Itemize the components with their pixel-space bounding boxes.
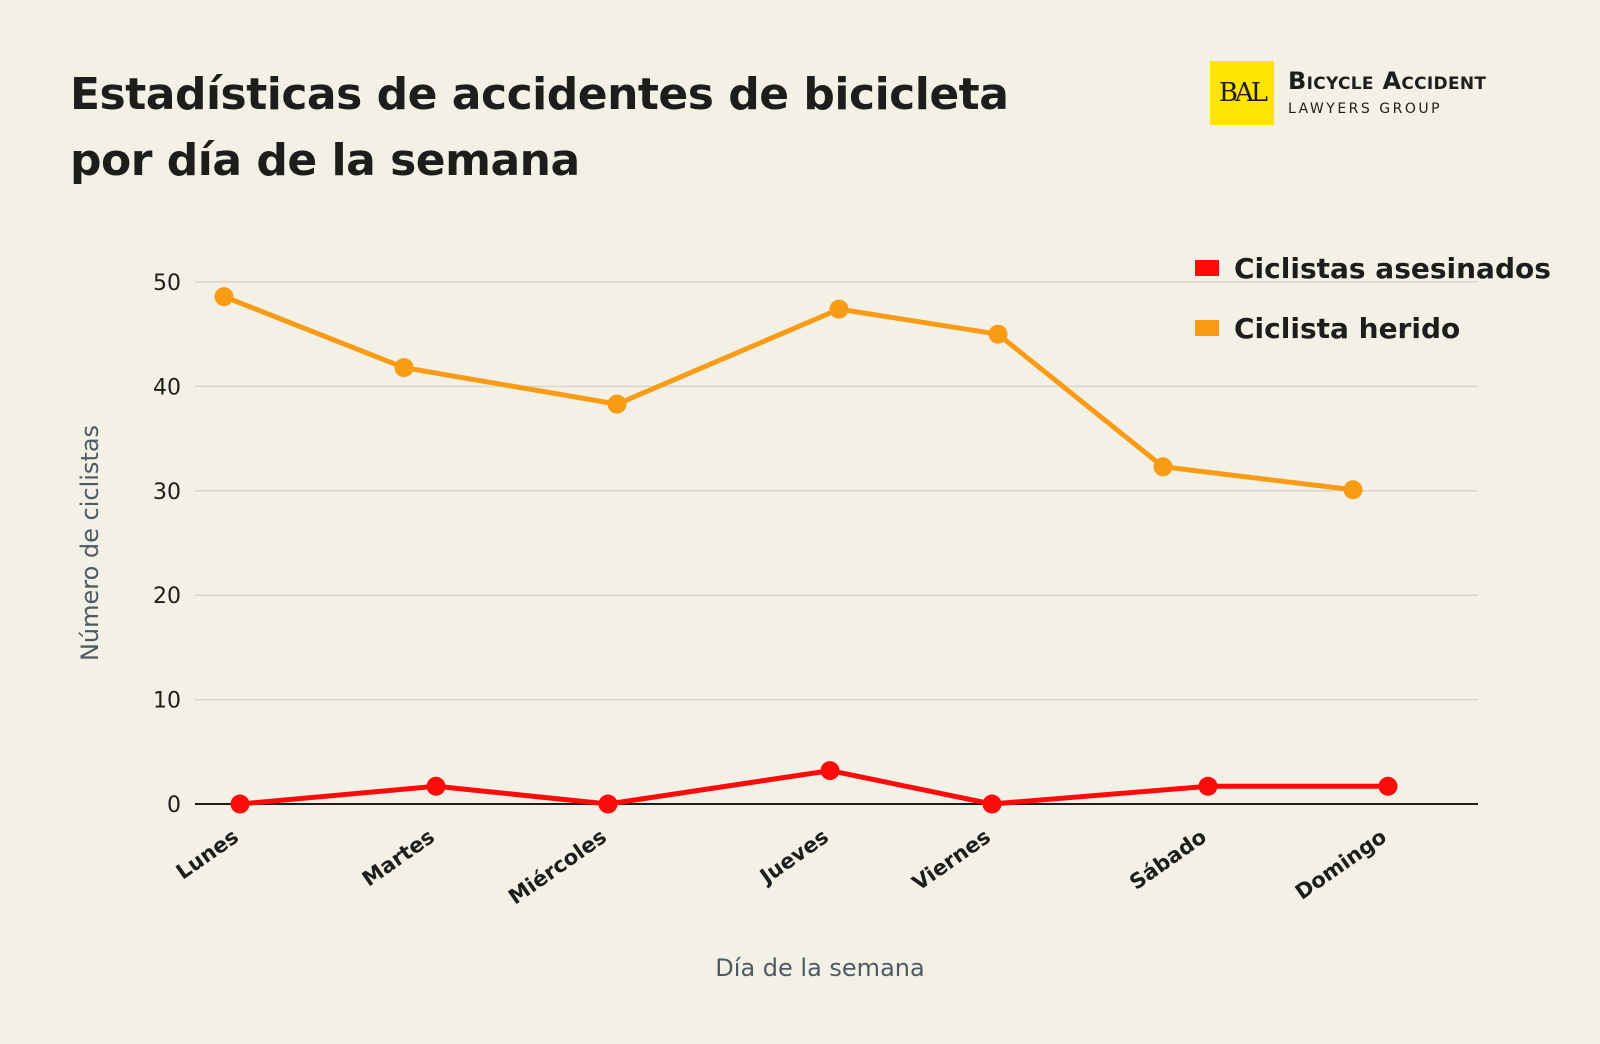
data-point-s2-2 [394, 358, 414, 378]
data-point-s1-2 [426, 776, 446, 796]
data-point-s1-1 [230, 794, 250, 814]
y-tick-label-10: 10 [153, 689, 181, 714]
y-tick-label-40: 40 [153, 375, 181, 400]
y-tick-label-50: 50 [153, 271, 181, 296]
x-tick-label-6: Sábado [1125, 824, 1211, 894]
data-point-s1-4 [820, 761, 840, 781]
y-tick-label-20: 20 [153, 584, 181, 609]
legend-label-1: Ciclistas asesinados [1234, 252, 1551, 285]
x-tick-label-7: Domingo [1291, 824, 1391, 904]
data-point-s1-7 [1378, 776, 1398, 796]
x-tick-label-3: Miércoles [504, 824, 611, 909]
x-tick-label-4: Jueves [754, 824, 833, 889]
y-tick-label-0: 0 [167, 793, 181, 818]
logo-name: Bicycle Accident [1288, 67, 1487, 95]
logo-mark: BAL [1210, 61, 1274, 125]
data-point-s2-6 [1153, 457, 1173, 477]
x-tick-label-5: Viernes [908, 824, 995, 895]
logo-subtitle: LAWYERS GROUP [1288, 101, 1443, 117]
x-axis-title: Día de la semana [715, 954, 924, 982]
y-tick-label-30: 30 [153, 480, 181, 505]
chart-title: Estadísticas de accidentes de bicicleta … [70, 62, 1009, 194]
y-axis-title: Número de ciclistas [76, 425, 104, 661]
data-point-s2-5 [988, 324, 1008, 344]
data-point-s2-3 [607, 394, 627, 414]
legend-swatch-1 [1195, 260, 1219, 276]
data-point-s1-3 [598, 794, 618, 814]
x-tick-label-2: Martes [358, 824, 439, 891]
data-point-s2-7 [1343, 480, 1363, 500]
data-point-s1-5 [982, 794, 1002, 814]
chart-title-line-2: por día de la semana [70, 135, 580, 186]
legend-swatch-2 [1195, 320, 1219, 336]
x-tick-label-1: Lunes [172, 824, 243, 884]
legend-label-2: Ciclista herido [1234, 312, 1460, 345]
data-point-s2-1 [214, 287, 234, 307]
data-point-s2-4 [829, 299, 849, 319]
data-point-s1-6 [1198, 776, 1218, 796]
chart-title-line-1: Estadísticas de accidentes de bicicleta [70, 69, 1009, 120]
series-line-2 [221, 294, 1356, 493]
